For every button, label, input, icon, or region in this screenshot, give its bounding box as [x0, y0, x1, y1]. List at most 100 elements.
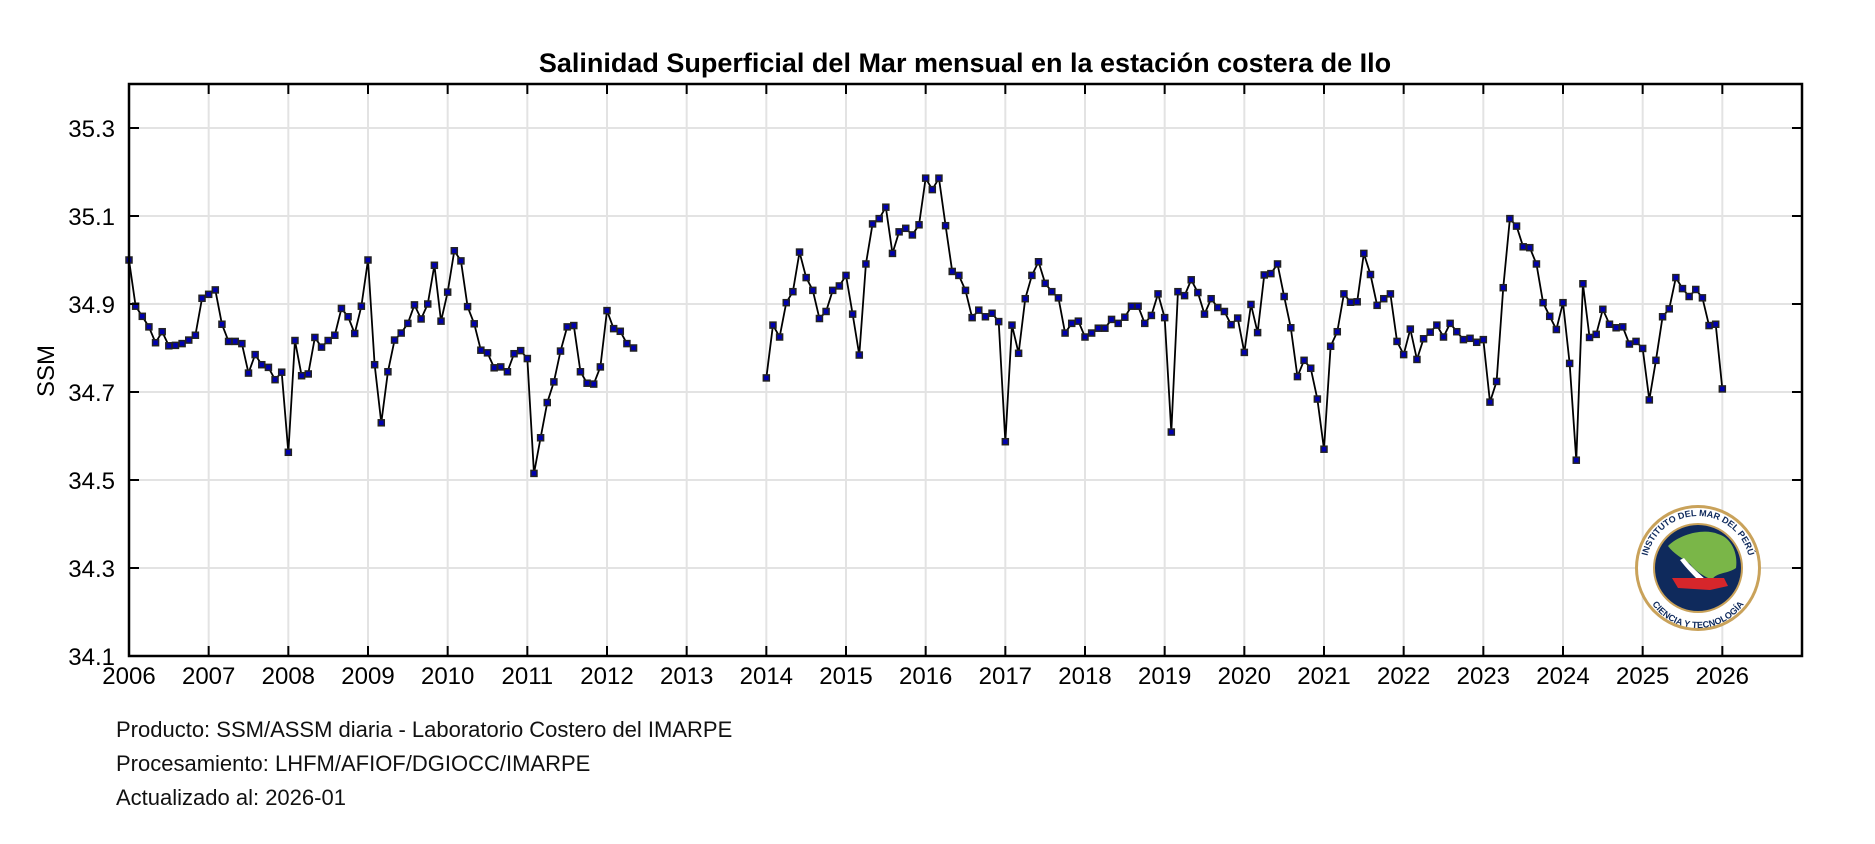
data-point: [616, 327, 625, 336]
data-point: [1074, 317, 1083, 325]
y-tick-label: 34.3: [68, 556, 115, 583]
data-point: [516, 346, 525, 355]
data-point: [563, 323, 571, 331]
x-tick-label: 2007: [182, 663, 235, 690]
data-point: [291, 336, 299, 345]
data-point: [470, 320, 478, 328]
data-point: [1572, 456, 1581, 464]
data-point: [1194, 288, 1202, 297]
data-point: [596, 363, 605, 371]
data-point: [324, 336, 332, 345]
data-point: [629, 344, 638, 352]
data-point: [862, 260, 870, 268]
x-tick-label: 2009: [341, 663, 394, 690]
data-point: [536, 434, 545, 442]
data-point: [397, 329, 405, 337]
data-point: [1360, 249, 1368, 258]
data-point: [570, 321, 578, 330]
data-point: [450, 247, 459, 255]
data-point: [981, 313, 990, 321]
data-point: [430, 261, 439, 270]
data-point: [1287, 324, 1295, 332]
data-point: [1711, 320, 1720, 328]
data-point: [1227, 320, 1235, 329]
data-point: [1386, 290, 1395, 298]
data-point: [1685, 292, 1693, 301]
data-point: [277, 368, 286, 376]
data-point: [1492, 377, 1501, 386]
data-point: [1532, 260, 1541, 268]
data-point: [1592, 330, 1600, 339]
data-point: [815, 314, 824, 323]
data-point: [384, 368, 392, 376]
data-point: [364, 256, 372, 264]
data-point: [589, 380, 598, 388]
data-point: [576, 368, 585, 376]
data-point: [331, 331, 339, 339]
data-point: [523, 354, 532, 363]
data-point: [138, 312, 147, 321]
x-tick-label: 2013: [660, 663, 713, 690]
data-point: [1419, 335, 1428, 343]
data-point: [775, 333, 784, 341]
data-point: [789, 287, 797, 296]
data-point: [1585, 333, 1594, 342]
data-point: [802, 273, 810, 282]
data-point: [1658, 313, 1667, 321]
data-point: [623, 339, 631, 348]
data-point: [443, 288, 452, 296]
data-point: [1273, 260, 1282, 268]
data-point: [1306, 364, 1315, 372]
data-point: [1619, 323, 1627, 331]
data-point: [556, 347, 565, 355]
data-point: [317, 343, 326, 351]
data-point: [822, 307, 830, 316]
data-point: [1373, 301, 1381, 310]
data-point: [297, 371, 306, 380]
data-point: [1014, 349, 1023, 358]
data-point: [284, 448, 293, 457]
data-point: [145, 323, 153, 331]
data-point: [1399, 350, 1408, 359]
data-point: [1698, 294, 1707, 302]
data-point: [1565, 359, 1574, 368]
data-point: [1326, 342, 1335, 350]
data-point: [1393, 337, 1401, 346]
data-point: [1054, 294, 1063, 302]
data-point: [1021, 294, 1029, 303]
data-point: [1220, 307, 1229, 316]
peru-map-icon: [1668, 531, 1737, 580]
data-point: [1333, 327, 1342, 336]
data-point: [1214, 303, 1222, 312]
grid: [128, 84, 1802, 657]
data-point: [543, 398, 551, 407]
data-point: [1479, 335, 1488, 344]
data-point: [988, 309, 996, 317]
data-point: [304, 370, 312, 378]
data-point: [337, 304, 346, 313]
data-point: [404, 319, 412, 328]
data-point: [463, 302, 472, 311]
x-tick-label: 2018: [1058, 663, 1111, 690]
data-point: [1048, 287, 1056, 296]
data-point: [835, 282, 844, 290]
x-tick-label: 2017: [979, 663, 1032, 690]
series-line-0: [128, 248, 635, 474]
data-point: [1346, 298, 1355, 306]
data-point: [842, 271, 850, 280]
data-point: [795, 248, 804, 256]
data-point: [1353, 298, 1361, 306]
data-point: [490, 364, 498, 372]
data-point: [928, 185, 937, 194]
data-point: [390, 336, 399, 344]
x-tick-label: 2019: [1138, 663, 1191, 690]
y-tick-label: 35.1: [68, 204, 115, 231]
data-point: [311, 333, 319, 342]
x-tick-label: 2025: [1616, 663, 1669, 690]
data-point: [1539, 298, 1547, 307]
data-point: [975, 306, 983, 314]
data-point: [1645, 396, 1654, 404]
data-point: [1253, 328, 1262, 337]
data-point: [848, 310, 857, 318]
data-point: [1453, 327, 1461, 336]
